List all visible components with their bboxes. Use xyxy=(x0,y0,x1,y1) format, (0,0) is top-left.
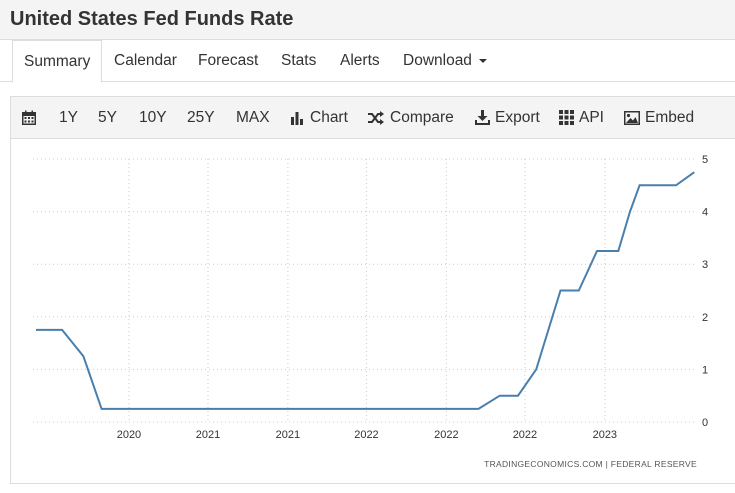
x-tick-label: 2022 xyxy=(434,429,458,441)
range-5y-button[interactable]: 5Y xyxy=(98,97,117,138)
tab-forecast[interactable]: Forecast xyxy=(198,40,258,82)
tab-stats-label: Stats xyxy=(281,52,317,69)
tab-alerts[interactable]: Alerts xyxy=(340,40,380,82)
compare-button[interactable]: Compare xyxy=(367,97,454,138)
y-tick-label: 3 xyxy=(702,259,708,271)
tab-download-label: Download xyxy=(403,52,472,69)
range-25y-label: 25Y xyxy=(187,109,215,126)
range-max-button[interactable]: MAX xyxy=(236,97,270,138)
api-button[interactable]: API xyxy=(559,97,604,138)
range-10y-button[interactable]: 10Y xyxy=(139,97,167,138)
range-1y-button[interactable]: 1Y xyxy=(59,97,78,138)
x-tick-label: 2023 xyxy=(593,429,617,441)
chevron-down-icon xyxy=(478,58,487,63)
tab-download[interactable]: Download xyxy=(403,40,487,82)
range-max-label: MAX xyxy=(236,109,270,126)
download-icon xyxy=(475,110,490,125)
chart-button-label: Chart xyxy=(310,109,348,126)
x-tick-label: 2021 xyxy=(276,429,300,441)
range-5y-label: 5Y xyxy=(98,109,117,126)
tab-stats[interactable]: Stats xyxy=(281,40,316,82)
x-tick-label: 2020 xyxy=(117,429,141,441)
tab-summary-label: Summary xyxy=(24,53,91,70)
range-1y-label: 1Y xyxy=(59,109,78,126)
y-tick-label: 2 xyxy=(702,312,708,324)
rate-line-chart: 0 1 2 3 4 5 2020 2021 2021 2022 2022 2022 2023 TRADIN… xyxy=(33,154,708,469)
x-tick-label: 2022 xyxy=(513,429,537,441)
tab-calendar-label: Calendar xyxy=(114,52,177,69)
export-button-label: Export xyxy=(495,109,540,126)
calendar-icon xyxy=(21,110,37,126)
calendar-button[interactable] xyxy=(21,97,37,138)
bar-chart-icon xyxy=(291,111,305,125)
range-10y-label: 10Y xyxy=(139,109,167,126)
api-button-label: API xyxy=(579,109,604,126)
tab-summary[interactable]: Summary xyxy=(12,40,103,83)
y-tick-label: 1 xyxy=(702,364,708,376)
x-tick-label: 2022 xyxy=(354,429,378,441)
grid-icon xyxy=(559,110,574,125)
source-credit: TRADINGECONOMICS.COM | FEDERAL RESERVE xyxy=(484,459,697,469)
tab-forecast-label: Forecast xyxy=(198,52,259,69)
tab-calendar[interactable]: Calendar xyxy=(114,40,177,82)
series-line xyxy=(36,171,695,410)
shuffle-icon xyxy=(367,110,385,125)
compare-button-label: Compare xyxy=(390,109,454,126)
chart-toolbar: 1Y 5Y 10Y 25Y MAX Chart Compare Export A… xyxy=(10,96,735,139)
tab-bar: Summary Calendar Forecast Stats Alerts D… xyxy=(0,40,735,83)
export-button[interactable]: Export xyxy=(475,97,540,138)
embed-button[interactable]: Embed xyxy=(624,97,694,138)
y-tick-label: 0 xyxy=(702,417,708,429)
tab-alerts-label: Alerts xyxy=(340,52,380,69)
chart-area: 0 1 2 3 4 5 2020 2021 2021 2022 2022 2022 2023 TRADIN… xyxy=(10,139,735,484)
range-25y-button[interactable]: 25Y xyxy=(187,97,215,138)
embed-button-label: Embed xyxy=(645,109,695,126)
chart-button[interactable]: Chart xyxy=(291,97,348,138)
y-tick-label: 5 xyxy=(702,154,708,166)
header-bar: United States Fed Funds Rate xyxy=(0,0,735,40)
y-tick-label: 4 xyxy=(702,207,708,219)
image-icon xyxy=(624,110,640,125)
page-title: United States Fed Funds Rate xyxy=(10,8,294,30)
x-tick-label: 2021 xyxy=(196,429,220,441)
